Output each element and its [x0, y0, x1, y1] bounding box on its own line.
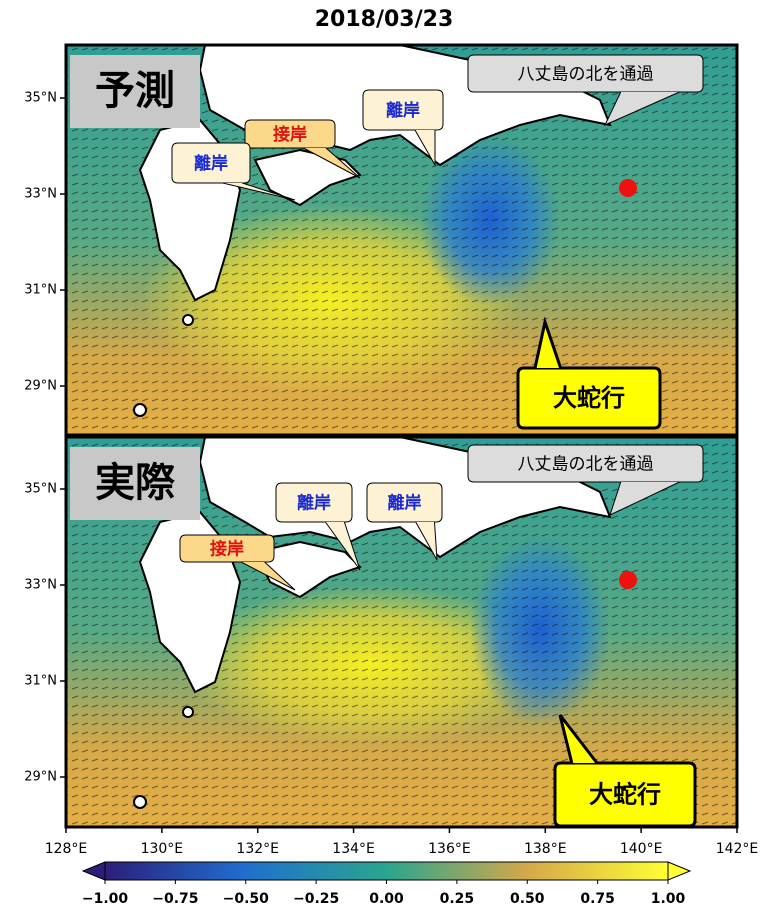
callout-text: 離岸 [194, 153, 228, 174]
lon-tick-label: 128°E [45, 841, 88, 857]
title: 2018/03/23 [315, 7, 454, 32]
callout-tail [324, 521, 361, 571]
panel-frame [64, 43, 739, 437]
colorbar-tick-label: −1.00 [82, 891, 129, 907]
lat-tick-label: 35°N [24, 91, 57, 106]
lat-tick-label: 31°N [24, 283, 57, 298]
callout-box [467, 54, 704, 93]
callout-box [362, 89, 444, 131]
callout-text: 離岸 [388, 493, 422, 514]
callout-tail [415, 521, 438, 561]
colorbar-tick-label: −0.25 [293, 891, 339, 907]
callout-tail [558, 714, 599, 764]
callout-box [516, 366, 662, 430]
panel-label-box [70, 55, 200, 128]
callout-text: 大蛇行 [589, 781, 661, 809]
callout-tail [533, 316, 563, 369]
callout-text: 大蛇行 [553, 384, 625, 412]
callout-text: 離岸 [386, 100, 420, 121]
panel-label: 実際 [95, 460, 175, 506]
colorbar-tick-label: 1.00 [651, 891, 686, 907]
callout-tail [240, 561, 296, 591]
colorbar-low-end [81, 861, 106, 881]
colorbar-tick-label: 0.00 [369, 891, 404, 907]
callout-tail [222, 182, 296, 201]
callout-box [171, 142, 251, 184]
colorbar-tick-label: 0.75 [580, 891, 615, 907]
colorbar [104, 861, 669, 881]
lon-tick-label: 130°E [141, 841, 184, 857]
callout-tail [303, 147, 361, 179]
hachijo-marker [619, 571, 637, 589]
callout-text: 八丈島の北を通過 [518, 65, 654, 85]
colorbar-tick-label: 0.50 [510, 891, 545, 907]
callout-box [467, 444, 704, 483]
callout-tail [603, 91, 680, 127]
callout-box [553, 761, 697, 828]
lon-tick-label: 138°E [524, 841, 567, 857]
callout-box [275, 482, 353, 523]
callout-text: 八丈島の北を通過 [518, 455, 654, 475]
lat-tick-label: 29°N [24, 379, 57, 394]
callout-text: 接岸 [273, 124, 307, 145]
callout-box [244, 119, 336, 149]
colorbar-tick-label: −0.75 [152, 891, 198, 907]
callout-box [366, 482, 443, 523]
hachijo-marker [619, 179, 637, 197]
callout-text: 接岸 [210, 539, 244, 560]
callout-text: 離岸 [297, 493, 331, 514]
callout-box [179, 534, 275, 563]
colorbar-tick-label: 0.25 [440, 891, 475, 907]
lat-tick-label: 33°N [24, 187, 57, 202]
lat-tick-label: 35°N [24, 482, 57, 497]
panel-label: 予測 [95, 68, 175, 114]
panel-label-box [70, 447, 200, 520]
callout-tail [609, 481, 680, 516]
lat-tick-label: 29°N [24, 770, 57, 785]
lon-tick-label: 132°E [236, 841, 279, 857]
lon-tick-label: 136°E [428, 841, 471, 857]
panel-frame [64, 435, 739, 829]
lon-tick-label: 140°E [620, 841, 663, 857]
colorbar-high-end [667, 861, 692, 881]
callout-tail [414, 129, 436, 167]
colorbar-tick-label: −0.50 [223, 891, 270, 907]
lat-tick-label: 31°N [24, 674, 57, 689]
lon-tick-label: 142°E [716, 841, 759, 857]
lon-tick-label: 134°E [332, 841, 375, 857]
lat-tick-label: 33°N [24, 578, 57, 593]
